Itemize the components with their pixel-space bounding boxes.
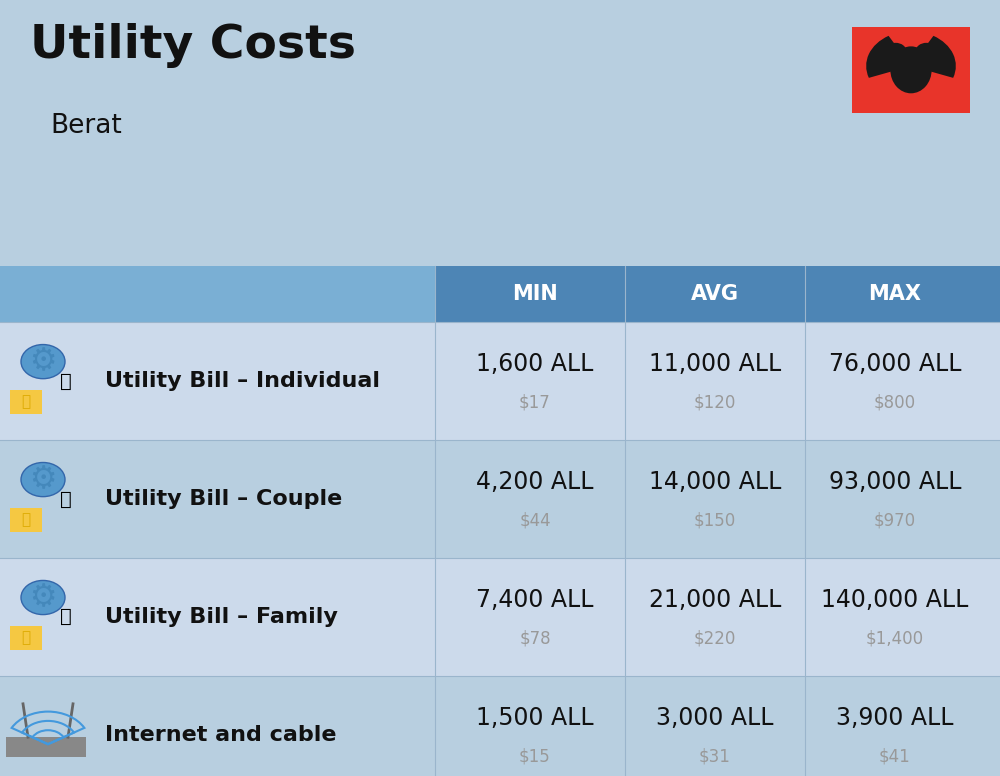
Text: 76,000 ALL: 76,000 ALL (829, 352, 961, 376)
Bar (0, 558, 1000, 676)
Bar (625, 266, 805, 322)
Bar (0, 440, 1000, 558)
Text: Utility Bill – Couple: Utility Bill – Couple (105, 489, 342, 509)
Text: ⚙: ⚙ (29, 347, 57, 376)
Text: ⚙: ⚙ (29, 465, 57, 494)
Text: 👤: 👤 (60, 372, 72, 390)
Text: $1,400: $1,400 (866, 629, 924, 648)
Text: $150: $150 (694, 511, 736, 530)
Text: 7,400 ALL: 7,400 ALL (476, 588, 594, 611)
Bar (0, 322, 435, 440)
Wedge shape (911, 36, 956, 78)
Text: 140,000 ALL: 140,000 ALL (821, 588, 969, 611)
Text: 3,900 ALL: 3,900 ALL (836, 706, 954, 729)
Bar (10, 508, 42, 532)
Text: $220: $220 (694, 629, 736, 648)
Text: Internet and cable: Internet and cable (105, 725, 336, 745)
Circle shape (21, 580, 65, 615)
Bar (0, 676, 435, 776)
Wedge shape (866, 36, 911, 78)
Text: Berat: Berat (50, 113, 122, 139)
Ellipse shape (890, 47, 932, 93)
Circle shape (21, 462, 65, 497)
Text: 𝞧: 𝞧 (901, 54, 921, 86)
Bar (0, 676, 1000, 776)
Bar (435, 266, 625, 322)
Text: 14,000 ALL: 14,000 ALL (649, 470, 781, 494)
Text: 🔌: 🔌 (21, 512, 31, 528)
Text: $31: $31 (699, 747, 731, 766)
Bar (435, 676, 1000, 776)
Bar (0, 322, 1000, 440)
Bar (10, 390, 42, 414)
Bar (852, 27, 970, 113)
Text: 🔌: 🔌 (21, 630, 31, 646)
Text: AVG: AVG (691, 284, 739, 304)
Text: $120: $120 (694, 393, 736, 412)
Text: $800: $800 (874, 393, 916, 412)
Bar (805, 266, 1000, 322)
Text: ⚙: ⚙ (29, 583, 57, 612)
Bar (0, 440, 435, 558)
Bar (435, 440, 1000, 558)
Text: 21,000 ALL: 21,000 ALL (649, 588, 781, 611)
Text: 1,600 ALL: 1,600 ALL (476, 352, 594, 376)
Circle shape (885, 43, 906, 59)
Circle shape (916, 43, 937, 59)
Bar (435, 558, 1000, 676)
Bar (0, 266, 1000, 776)
Text: MIN: MIN (512, 284, 558, 304)
Text: Utility Bill – Individual: Utility Bill – Individual (105, 371, 380, 391)
Circle shape (21, 345, 65, 379)
Text: 👤: 👤 (60, 608, 72, 626)
Text: $41: $41 (879, 747, 911, 766)
Text: 🔌: 🔌 (21, 394, 31, 410)
Bar (435, 322, 1000, 440)
Bar (6, 737, 86, 757)
Text: Utility Bill – Family: Utility Bill – Family (105, 607, 338, 627)
Text: $17: $17 (519, 393, 551, 412)
Bar (10, 626, 42, 650)
Text: 3,000 ALL: 3,000 ALL (656, 706, 774, 729)
Bar (0, 558, 435, 676)
Text: $44: $44 (519, 511, 551, 530)
Text: 93,000 ALL: 93,000 ALL (829, 470, 961, 494)
Text: MAX: MAX (868, 284, 922, 304)
Text: 1,500 ALL: 1,500 ALL (476, 706, 594, 729)
Bar (0, 266, 435, 322)
Text: $970: $970 (874, 511, 916, 530)
Text: $15: $15 (519, 747, 551, 766)
Text: 👤: 👤 (60, 490, 72, 508)
Text: $78: $78 (519, 629, 551, 648)
Text: 4,200 ALL: 4,200 ALL (476, 470, 594, 494)
Text: 11,000 ALL: 11,000 ALL (649, 352, 781, 376)
Text: Utility Costs: Utility Costs (30, 23, 356, 68)
